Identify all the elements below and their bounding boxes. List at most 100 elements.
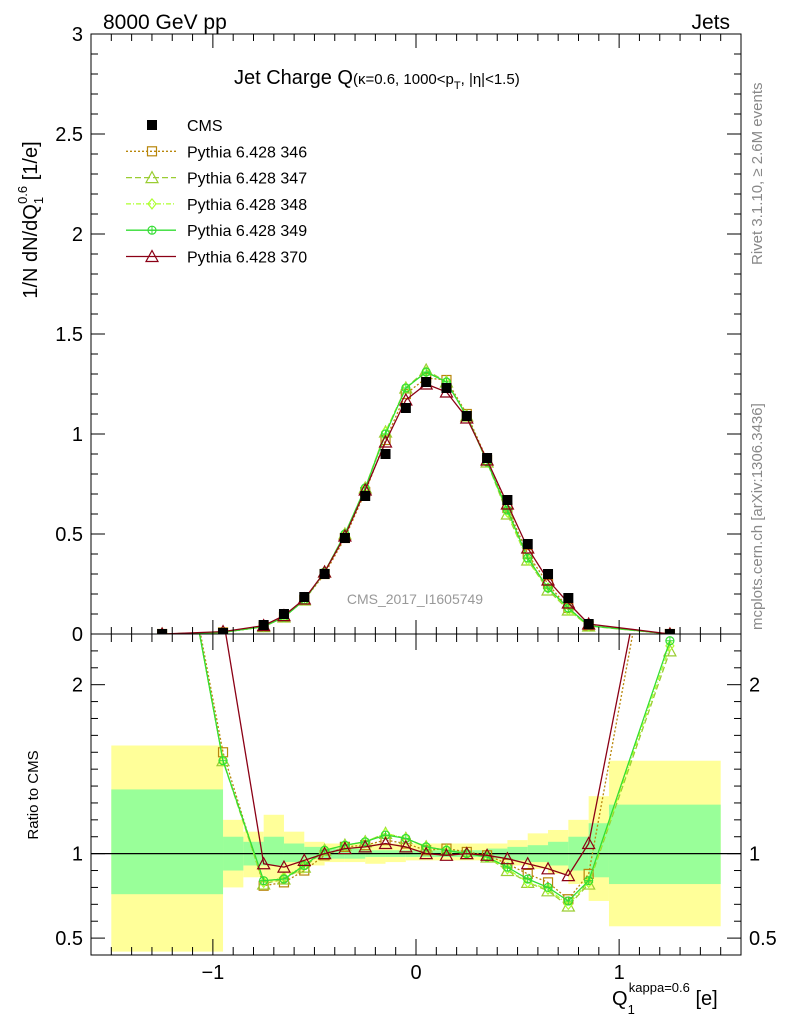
ratio-ytick-label: 0.5 xyxy=(55,928,83,950)
point-cms xyxy=(482,453,493,463)
ratio-point-p346 xyxy=(665,427,674,436)
point-cms xyxy=(421,377,432,387)
ratio-line-p346 xyxy=(199,634,634,901)
point-cms xyxy=(157,629,168,634)
point-p349 xyxy=(421,367,431,377)
ratio-point-p370 xyxy=(459,846,474,860)
point-cms xyxy=(339,533,350,543)
ratio-point-p349 xyxy=(259,876,269,886)
header-left: 8000 GeV pp xyxy=(103,11,227,34)
main-ytick-label: 0.5 xyxy=(55,524,83,546)
point-cms xyxy=(583,619,594,629)
ratio-point-p370 xyxy=(276,859,291,873)
ratio-ytick-label-right: 0.5 xyxy=(749,928,777,950)
ratio-point-p370 xyxy=(378,836,393,850)
ratio-xtick-label: 0 xyxy=(410,962,421,984)
ratio-point-p348 xyxy=(218,754,228,767)
ratio-xlabel-b: [e] xyxy=(690,988,718,1010)
main-ytick-label: 1.5 xyxy=(55,324,83,346)
point-p370 xyxy=(378,434,393,448)
ratio-x-axis: −1 0 1 xyxy=(110,634,722,984)
ratio-xlabel-sup: kappa=0.6 xyxy=(629,980,690,995)
legend-label: Pythia 6.428 347 xyxy=(187,171,307,188)
legend-item-p347: Pythia 6.428 347 xyxy=(126,170,307,188)
ratio-ytick-label: 2 xyxy=(72,675,83,697)
main-y-axis: 0 0.5 1 1.5 2 2.5 3 xyxy=(55,24,741,646)
chart-title-tail: , |η|<1.5) xyxy=(461,71,520,88)
main-ytick-label: 0 xyxy=(72,624,83,646)
main-ylabel-a: 1/N dN/dQ xyxy=(20,204,42,298)
band-inner xyxy=(111,789,721,895)
point-cms xyxy=(441,383,452,393)
point-cms xyxy=(360,491,371,501)
main-ytick-label: 2 xyxy=(72,224,83,246)
point-cms xyxy=(319,569,330,579)
band-inner-bin xyxy=(111,789,224,895)
ratio-xlabel-sub: 1 xyxy=(628,1002,635,1017)
ratio-point-p370 xyxy=(541,861,556,875)
legend-marker xyxy=(144,249,160,263)
ratio-plot-area xyxy=(91,425,741,952)
ratio-point-p349 xyxy=(158,427,166,435)
ratio-point-p370 xyxy=(156,425,168,436)
ratio-xlabel: Q1 kappa=0.6 [e] xyxy=(612,980,718,1017)
chart-title-sub: (κ=0.6, 1000<p xyxy=(353,71,454,88)
ratio-point-p349 xyxy=(665,636,675,646)
point-cms xyxy=(400,403,411,413)
main-x-ticks xyxy=(110,34,722,634)
ratio-y-axis: 0.5 0.5 1 1 2 2 xyxy=(55,650,777,950)
ratio-point-p348 xyxy=(340,839,350,852)
main-panel: 0 0.5 1 1.5 2 2.5 3 Jet Charge Q(κ=0.6, 1000<p… xyxy=(15,24,742,646)
ratio-ylabel: Ratio to CMS xyxy=(25,750,42,839)
ratio-point-p349 xyxy=(584,876,594,886)
ratio-point-p370 xyxy=(419,846,434,860)
main-plot-area xyxy=(156,362,676,634)
ratio-point-p370 xyxy=(358,839,373,853)
point-cms xyxy=(258,620,269,630)
band-inner-bin xyxy=(263,836,284,866)
ratio-point-p370 xyxy=(500,851,515,865)
point-p370 xyxy=(541,572,556,586)
ratio-point-p348 xyxy=(319,844,330,857)
main-ytick-label: 1 xyxy=(72,424,83,446)
series-cms xyxy=(157,377,675,634)
ratio-point-p370 xyxy=(520,856,535,870)
legend-marker xyxy=(144,170,160,184)
ratio-point-p349 xyxy=(563,896,573,906)
watermark: CMS_2017_I1605749 xyxy=(347,591,483,607)
ratio-point-p370 xyxy=(317,846,332,860)
point-p349 xyxy=(401,383,411,393)
ratio-point-p348 xyxy=(401,832,411,845)
ratio-point-p370 xyxy=(398,839,413,853)
legend-item-p348: Pythia 6.428 348 xyxy=(126,197,307,214)
ratio-point-p347 xyxy=(156,425,168,436)
ratio-point-p370 xyxy=(561,868,576,882)
band-inner-bin xyxy=(283,843,305,863)
chart-title-subsub: T xyxy=(454,80,461,92)
ratio-point-p349 xyxy=(523,874,533,884)
point-cms xyxy=(461,411,472,421)
chart-title: Jet Charge Q(κ=0.6, 1000<pT, |η|<1.5) xyxy=(234,67,520,92)
ratio-ytick-label-right: 2 xyxy=(749,675,760,697)
legend-label: Pythia 6.428 346 xyxy=(187,144,307,161)
main-ylabel-sup: 0.6 xyxy=(15,186,30,204)
ratio-point-p349 xyxy=(543,882,553,893)
point-cms xyxy=(380,449,391,459)
ratio-point-p349 xyxy=(218,756,228,766)
legend-marker xyxy=(147,197,157,210)
legend-label: Pythia 6.428 348 xyxy=(187,197,307,214)
legend-label: Pythia 6.428 349 xyxy=(187,223,307,240)
ratio-point-p346 xyxy=(158,427,167,436)
header-right: Jets xyxy=(691,11,730,34)
ratio-point-p349 xyxy=(502,862,513,872)
ratio-point-p370 xyxy=(480,848,495,861)
legend-label: CMS xyxy=(187,118,223,135)
ratio-point-p370 xyxy=(439,848,454,861)
ratio-point-p370 xyxy=(581,836,596,850)
legend-item-cms: CMS xyxy=(147,118,223,135)
ratio-point-p370 xyxy=(337,841,352,855)
ratio-point-p349 xyxy=(279,874,289,884)
rivet-label: Rivet 3.1.10, ≥ 2.6M events xyxy=(749,83,766,266)
ratio-point-p370 xyxy=(217,611,229,622)
